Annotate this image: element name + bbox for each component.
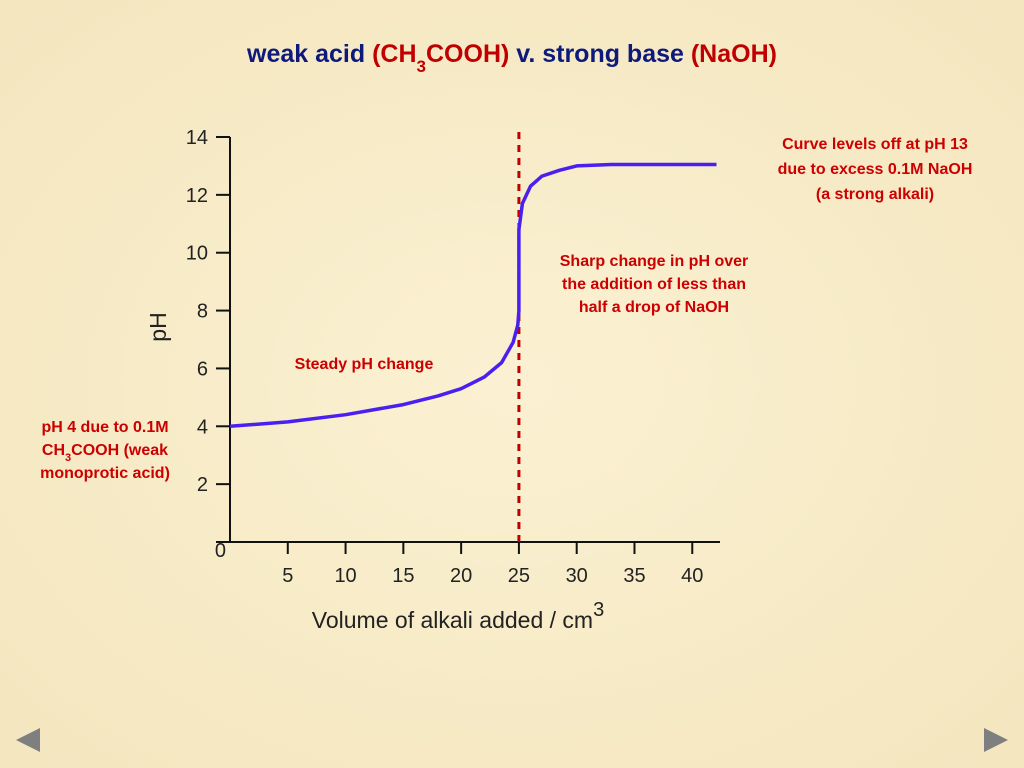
annotation-line: monoprotic acid): [40, 465, 170, 482]
title-part: (NaOH): [691, 40, 777, 68]
title-part: v. strong base: [509, 40, 691, 68]
annotation-line: Steady pH change: [295, 356, 434, 373]
y-tick-label: 12: [186, 185, 208, 207]
title-part: COOH): [426, 40, 509, 68]
annotation-part: Sharp change in pH over: [560, 253, 748, 270]
x-tick-label: 15: [392, 565, 414, 587]
x-tick-label: 25: [508, 565, 530, 587]
y-tick-label: 14: [186, 127, 208, 149]
x-tick-label: 20: [450, 565, 472, 587]
title: weak acid (CH3COOH) v. strong base (NaOH…: [246, 40, 777, 76]
annotation-line: pH 4 due to 0.1M: [41, 419, 168, 436]
annotation-part: the addition of less than: [562, 276, 746, 293]
y-tick-label: 6: [197, 358, 208, 380]
y-tick-label: 2: [197, 474, 208, 496]
y-tick-label: 10: [186, 243, 208, 265]
y-tick-label: 0: [215, 540, 226, 562]
y-tick-label: 4: [197, 416, 208, 438]
annotation-part: monoprotic acid): [40, 465, 170, 482]
annotation-part: COOH (weak: [71, 442, 168, 459]
annotation-part: Curve levels off at pH 13: [782, 136, 968, 153]
annotation-part: (a strong alkali): [816, 186, 934, 203]
x-tick-label: 35: [623, 565, 645, 587]
annotation-part: half a drop of NaOH: [579, 299, 729, 316]
x-tick-label: 30: [566, 565, 588, 587]
annotation-line: CH3COOH (weak: [42, 442, 168, 464]
annotation-part: due to excess 0.1M NaOH: [778, 161, 973, 178]
annotation-line: the addition of less than: [562, 276, 746, 293]
x-axis-label: Volume of alkali added / cm3: [312, 599, 604, 633]
annotation-part: CH: [42, 442, 65, 459]
annotation-line: Sharp change in pH over: [560, 253, 748, 270]
title-part: (CH: [372, 40, 416, 68]
y-axis-label: pH: [145, 312, 171, 341]
annotation-part: Steady pH change: [295, 356, 434, 373]
title-part: weak acid: [246, 40, 372, 68]
next-button[interactable]: [984, 728, 1008, 752]
x-label-text: Volume of alkali added / cm: [312, 607, 593, 633]
x-tick-label: 40: [681, 565, 703, 587]
annotation-line: due to excess 0.1M NaOH: [778, 161, 973, 178]
title-part: 3: [417, 57, 426, 76]
prev-button[interactable]: [16, 728, 40, 752]
annotation-line: half a drop of NaOH: [579, 299, 729, 316]
y-tick-label: 8: [197, 301, 208, 323]
x-tick-label: 10: [334, 565, 356, 587]
annotation-line: Curve levels off at pH 13: [782, 136, 968, 153]
ph-curve: [229, 162, 717, 429]
annotation-line: (a strong alkali): [816, 186, 934, 203]
x-tick-label: 5: [282, 565, 293, 587]
x-label-sup: 3: [593, 599, 604, 621]
annotation-part: 3: [65, 452, 71, 464]
annotation-part: pH 4 due to 0.1M: [41, 419, 168, 436]
